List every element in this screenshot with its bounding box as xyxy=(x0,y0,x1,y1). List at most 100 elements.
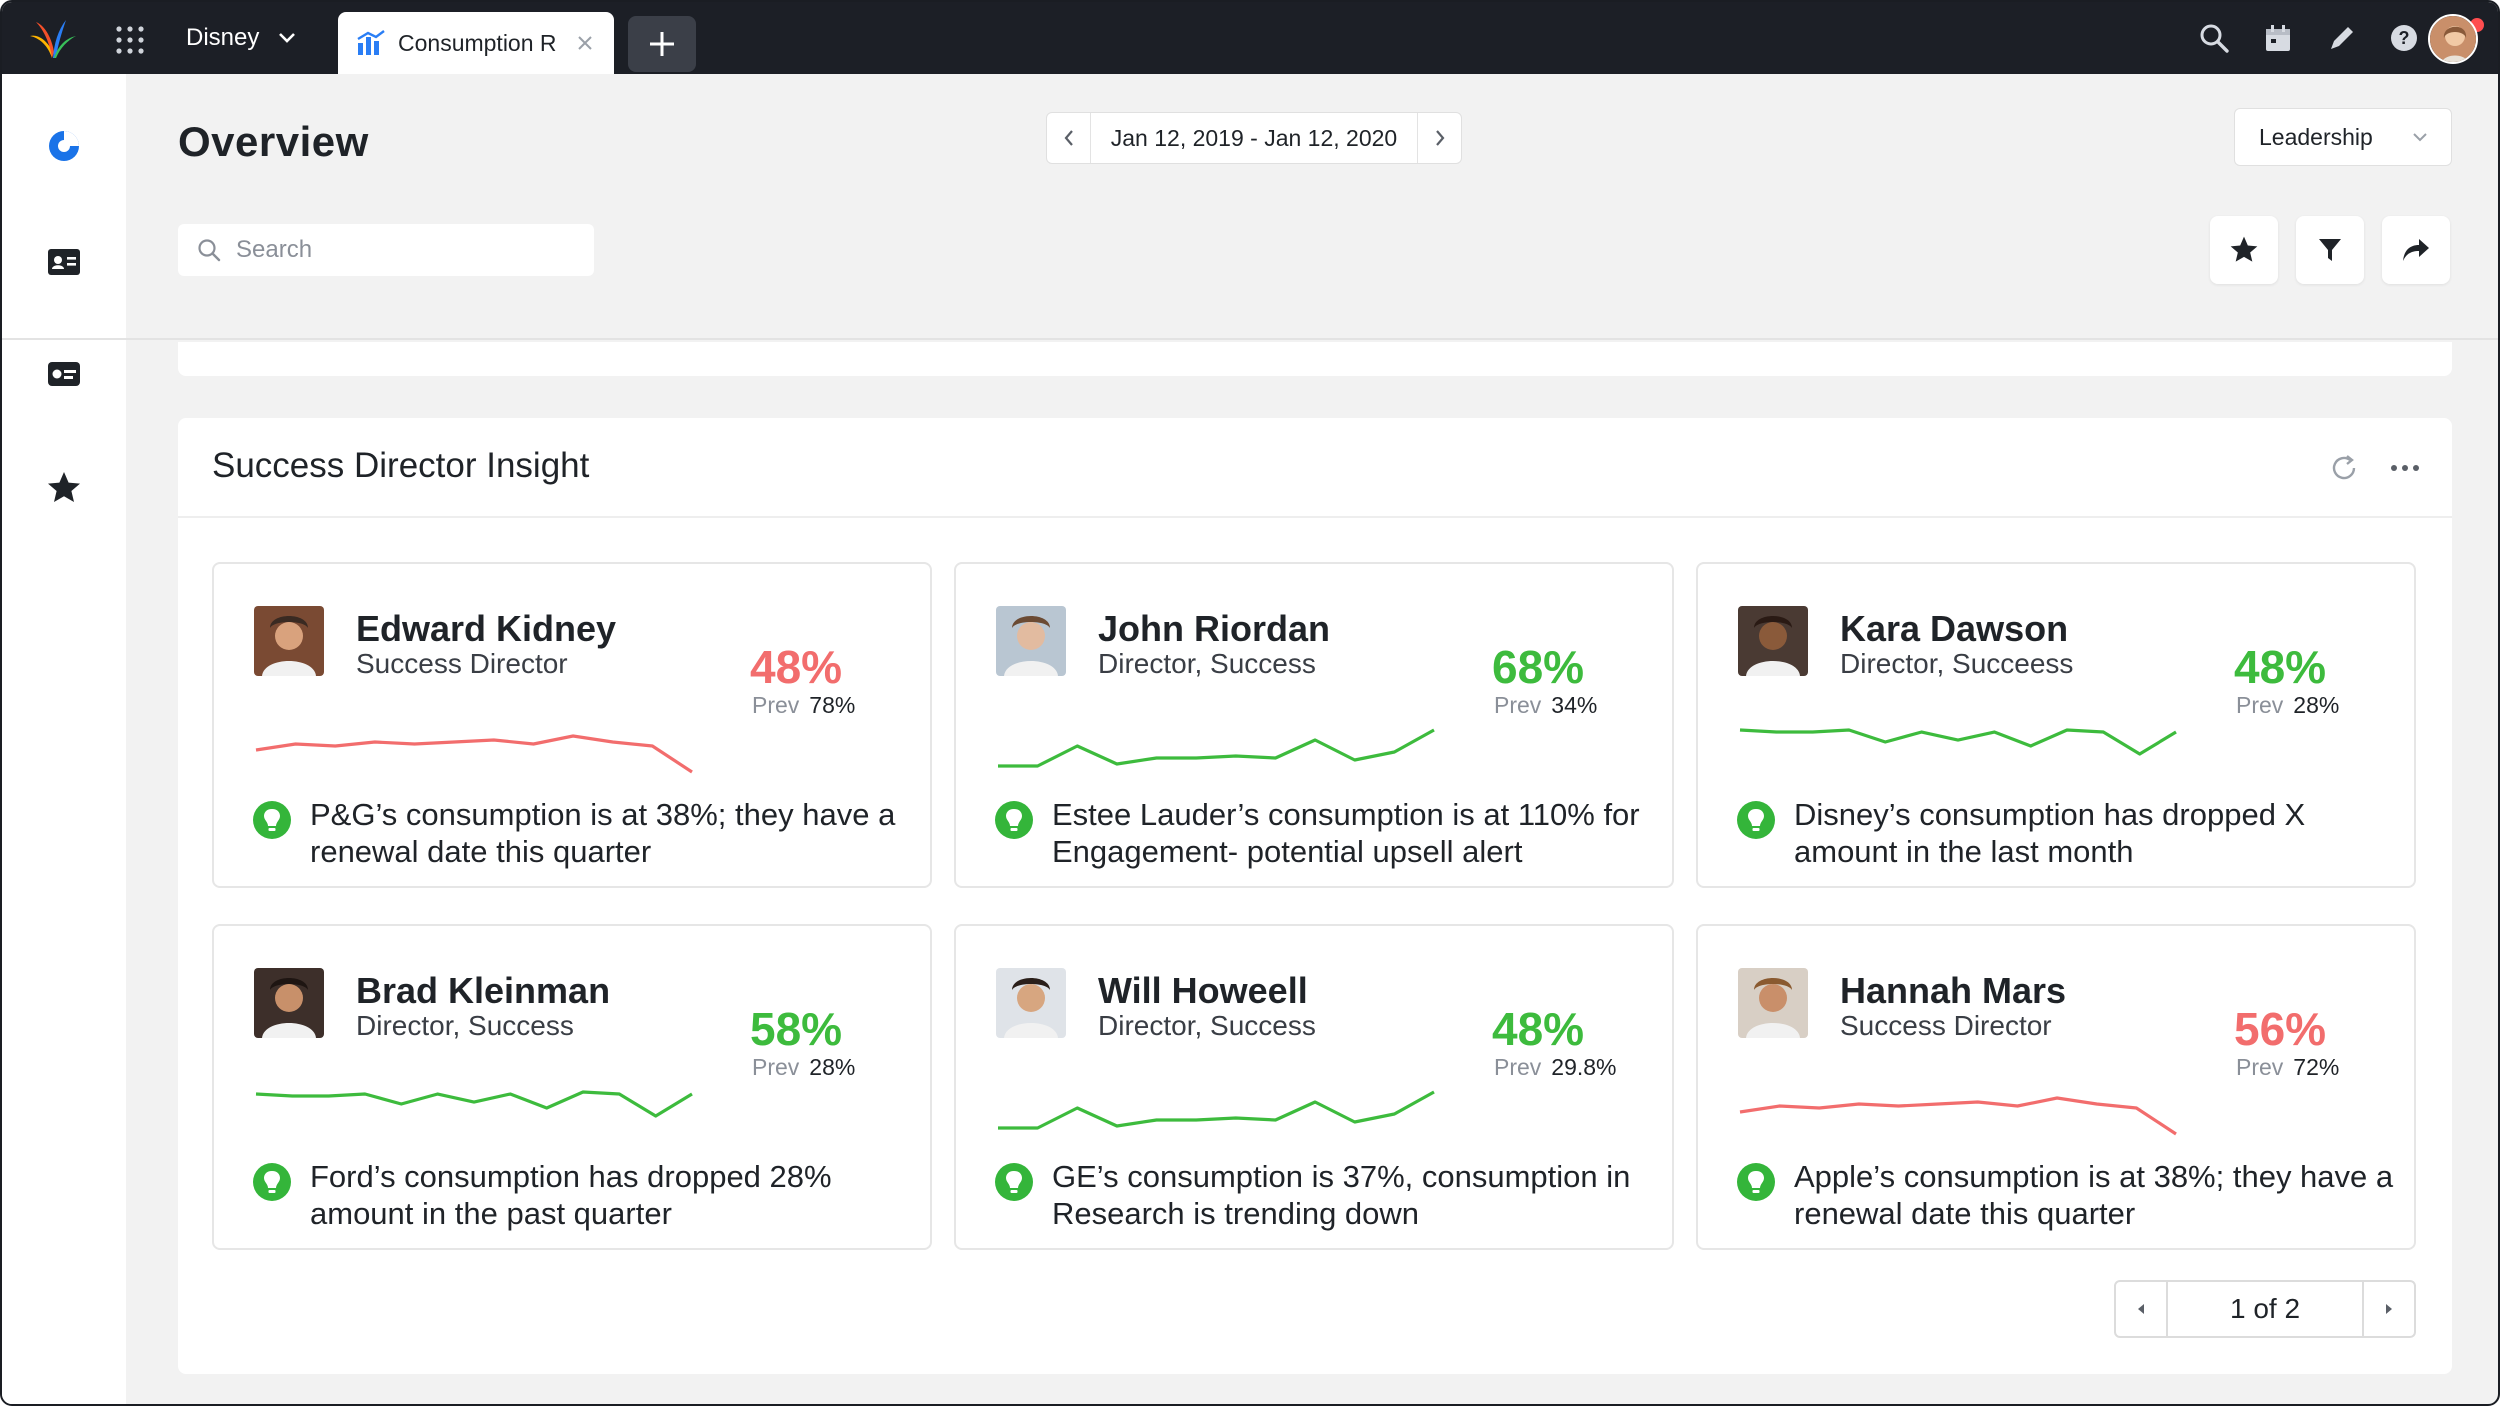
insight-card[interactable]: Edward Kidney Success Director 48% Prev 7… xyxy=(212,562,932,888)
insight-card[interactable]: Brad Kleinman Director, Success 58% Prev… xyxy=(212,924,932,1250)
director-role: Success Director xyxy=(356,648,568,679)
refresh-icon[interactable] xyxy=(2328,452,2360,484)
previous-value: Prev 78% xyxy=(752,692,855,719)
prev-label: Prev xyxy=(752,1054,800,1080)
lightbulb-icon xyxy=(995,1163,1033,1201)
calendar-icon[interactable] xyxy=(2262,22,2294,54)
director-name: Hannah Mars xyxy=(1840,970,2067,1011)
star-icon xyxy=(2230,236,2258,262)
page-next-button[interactable] xyxy=(2362,1282,2414,1336)
collapsed-panel xyxy=(178,342,2452,376)
search-icon[interactable] xyxy=(2198,22,2230,54)
svg-text:?: ? xyxy=(2399,28,2410,48)
prev-percent: 29.8% xyxy=(1551,1054,1617,1080)
chevron-right-icon xyxy=(1435,130,1444,146)
prev-percent: 28% xyxy=(809,1054,856,1080)
sparkline-line xyxy=(1739,1096,2177,1136)
success-director-insight-panel: Success Director Insight Edward Kidney S… xyxy=(178,418,2452,1374)
search-box xyxy=(178,224,594,276)
more-options-icon[interactable] xyxy=(2388,452,2422,484)
previous-value: Prev 28% xyxy=(2236,692,2339,719)
help-icon[interactable]: ? xyxy=(2388,22,2420,54)
left-rail xyxy=(2,74,126,1404)
consumption-percent: 48% xyxy=(2234,641,2327,693)
dashboard-icon[interactable] xyxy=(46,128,82,164)
director-name: Will Howeell xyxy=(1098,970,1308,1011)
insight-card[interactable]: Will Howeell Director, Success 48% Prev 2… xyxy=(954,924,1674,1250)
view-select[interactable]: Leadership xyxy=(2234,108,2452,166)
director-role: Director, Success xyxy=(356,1010,574,1041)
tab-consumption-report[interactable]: Consumption R xyxy=(338,12,614,74)
favorite-button[interactable] xyxy=(2210,216,2278,284)
date-next-button[interactable] xyxy=(1417,113,1461,163)
contact-card-icon[interactable] xyxy=(46,244,82,280)
user-photo-icon xyxy=(2430,16,2476,62)
sparkline-line xyxy=(255,734,693,774)
director-role: Director, Success xyxy=(1098,648,1316,679)
new-tab-button[interactable] xyxy=(628,16,696,72)
panel-title: Success Director Insight xyxy=(212,446,590,485)
director-photo-icon xyxy=(254,968,324,1038)
insight-card[interactable]: Hannah Mars Success Director 56% Prev 72%… xyxy=(1696,924,2416,1250)
director-role: Director, Succeess xyxy=(1840,648,2074,679)
close-icon[interactable] xyxy=(576,34,594,52)
prev-percent: 78% xyxy=(809,692,856,718)
consumption-percent: 58% xyxy=(750,1003,843,1055)
director-photo-icon xyxy=(1738,968,1808,1038)
page-prev-button[interactable] xyxy=(2116,1282,2168,1336)
chevron-down-icon xyxy=(279,33,296,43)
sparkline xyxy=(255,734,693,774)
sprinklr-logo-icon[interactable] xyxy=(28,16,78,60)
director-role: Director, Success xyxy=(1098,1010,1316,1041)
header-divider xyxy=(2,338,2498,340)
director-photo-icon xyxy=(996,606,1066,676)
insight-card[interactable]: Kara Dawson Director, Succeess 48% Prev 2… xyxy=(1696,562,2416,888)
app-grid-icon[interactable] xyxy=(114,24,146,56)
previous-value: Prev 34% xyxy=(1494,692,1597,719)
page-title: Overview xyxy=(178,118,369,165)
tab-label: Consumption R xyxy=(398,29,557,56)
bar-chart-icon xyxy=(357,30,385,55)
chevron-down-icon xyxy=(2413,133,2427,142)
director-name: Edward Kidney xyxy=(356,608,617,649)
top-bar: Disney Consumption R xyxy=(2,2,2498,74)
date-range-picker[interactable]: Jan 12, 2019 - Jan 12, 2020 xyxy=(1046,112,1462,164)
director-name: John Riordan xyxy=(1098,608,1330,649)
prev-label: Prev xyxy=(2236,1054,2284,1080)
insight-text: Disney’s consumption has dropped X amoun… xyxy=(1794,797,2306,869)
plus-icon xyxy=(650,32,674,56)
sparkline xyxy=(998,728,1435,768)
workspace-label: Disney xyxy=(186,24,260,51)
user-avatar[interactable] xyxy=(2428,14,2478,64)
star-icon[interactable] xyxy=(46,470,82,506)
view-select-value: Leadership xyxy=(2259,123,2373,150)
prev-percent: 34% xyxy=(1551,692,1598,718)
chevron-left-icon xyxy=(1064,130,1073,146)
insight-text: GE’s consumption is 37%, consumption in … xyxy=(1052,1159,1631,1231)
filter-button[interactable] xyxy=(2296,216,2364,284)
search-input[interactable] xyxy=(236,236,576,264)
insight-text: Estee Lauder’s consumption is at 110% fo… xyxy=(1052,797,1640,869)
lightbulb-icon xyxy=(1737,801,1775,839)
prev-percent: 72% xyxy=(2293,1054,2340,1080)
prev-label: Prev xyxy=(1494,692,1542,718)
lightbulb-icon xyxy=(253,1163,291,1201)
filter-icon xyxy=(2319,239,2341,261)
sparkline-line xyxy=(998,728,1435,768)
previous-value: Prev 72% xyxy=(2236,1054,2339,1081)
consumption-percent: 48% xyxy=(750,641,843,693)
share-button[interactable] xyxy=(2382,216,2450,284)
pagination: 1 of 2 xyxy=(2114,1280,2416,1338)
director-photo-icon xyxy=(1738,606,1808,676)
insight-text: P&G’s consumption is at 38%; they have a… xyxy=(310,797,896,869)
consumption-percent: 56% xyxy=(2234,1003,2327,1055)
workspace-switcher[interactable]: Disney xyxy=(186,20,297,56)
sparkline xyxy=(1739,1096,2177,1136)
pencil-icon[interactable] xyxy=(2326,22,2358,54)
director-photo-icon xyxy=(254,606,324,676)
consumption-percent: 48% xyxy=(1492,1003,1585,1055)
insight-card[interactable]: John Riordan Director, Success 68% Prev 3… xyxy=(954,562,1674,888)
id-card-icon[interactable] xyxy=(46,356,82,392)
date-prev-button[interactable] xyxy=(1047,113,1091,163)
